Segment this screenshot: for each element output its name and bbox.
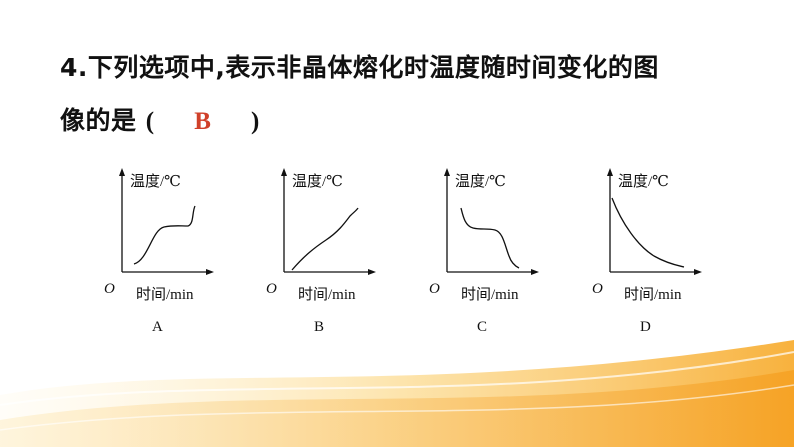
paren-open: ( — [145, 108, 155, 135]
curve-d — [611, 197, 685, 268]
graphs-figure: 温度/℃ O 时间/min A 温度/℃ O 时间/min B 温度/℃ — [92, 160, 712, 342]
curve-c — [460, 207, 520, 269]
y-axis-arrow — [444, 168, 450, 176]
x-axis-arrow — [694, 269, 702, 275]
origin-b: O — [266, 281, 277, 297]
graph-d-svg: 温度/℃ O 时间/min D — [592, 168, 702, 335]
question-line-2: 像的是 ( B ) — [60, 101, 260, 137]
origin-d: O — [592, 281, 603, 297]
xlabel-a: 时间/min — [136, 286, 194, 303]
graph-a: 温度/℃ O 时间/min A — [100, 160, 250, 342]
letter-d: D — [640, 319, 651, 335]
graph-b-svg: 温度/℃ O 时间/min B — [266, 168, 376, 335]
letter-b: B — [314, 319, 324, 335]
graph-c: 温度/℃ O 时间/min C — [425, 160, 575, 342]
paren-close: ) — [251, 108, 260, 135]
question-line-2-prefix: 像的是 — [60, 106, 137, 135]
graph-c-svg: 温度/℃ O 时间/min C — [429, 168, 539, 335]
ylabel-b: 温度/℃ — [292, 173, 343, 190]
y-axis-arrow — [281, 168, 287, 176]
graph-a-svg: 温度/℃ O 时间/min A — [104, 168, 214, 335]
ylabel-c: 温度/℃ — [455, 173, 506, 190]
origin-c: O — [429, 281, 440, 297]
graph-b: 温度/℃ O 时间/min B — [262, 160, 412, 342]
y-axis-arrow — [119, 168, 125, 176]
ylabel-d: 温度/℃ — [618, 173, 669, 190]
y-axis-arrow — [607, 168, 613, 176]
origin-a: O — [104, 281, 115, 297]
x-axis-arrow — [368, 269, 376, 275]
graph-d: 温度/℃ O 时间/min D — [588, 160, 738, 342]
curve-a — [133, 205, 196, 265]
xlabel-b: 时间/min — [298, 286, 356, 303]
ylabel-a: 温度/℃ — [130, 173, 181, 190]
xlabel-d: 时间/min — [624, 286, 682, 303]
letter-c: C — [477, 319, 487, 335]
xlabel-c: 时间/min — [461, 286, 519, 303]
letter-a: A — [152, 319, 163, 335]
question-line-1: 4.下列选项中,表示非晶体熔化时温度随时间变化的图 — [60, 53, 659, 82]
x-axis-arrow — [531, 269, 539, 275]
x-axis-arrow — [206, 269, 214, 275]
curve-b — [291, 207, 359, 271]
answer-text: B — [194, 108, 212, 135]
